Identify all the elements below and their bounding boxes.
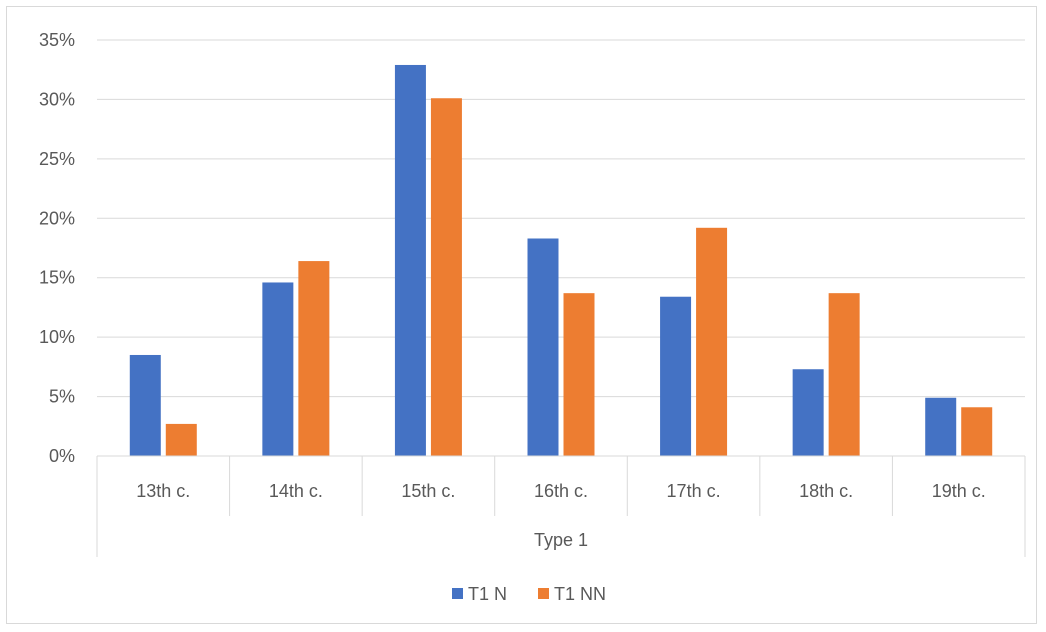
y-tick-label: 20% <box>39 208 75 228</box>
chart-frame <box>6 6 1037 624</box>
y-tick-label: 5% <box>49 387 75 407</box>
legend-swatch-t1-nn <box>538 588 549 599</box>
bar-t1-nn-3 <box>563 293 595 456</box>
bar-t1-n-4 <box>660 296 692 456</box>
legend-swatch-t1-n <box>452 588 463 599</box>
bar-t1-nn-1 <box>298 261 330 456</box>
legend-label: T1 NN <box>554 584 606 604</box>
y-tick-label: 15% <box>39 268 75 288</box>
legend: T1 N T1 NN <box>452 584 606 604</box>
bar-t1-n-2 <box>394 64 426 457</box>
bar-t1-nn-5 <box>828 293 860 456</box>
bar-t1-nn-0 <box>165 423 197 456</box>
x-tick-label: 13th c. <box>136 481 190 501</box>
bar-t1-nn-4 <box>696 227 728 456</box>
y-tick-label: 0% <box>49 446 75 466</box>
x-axis <box>96 455 1026 557</box>
x-tick-label: 17th c. <box>667 481 721 501</box>
bar-t1-n-3 <box>527 238 559 456</box>
bar-t1-n-5 <box>792 369 824 456</box>
y-tick-label: 25% <box>39 149 75 169</box>
x-axis-ticks: 13th c. 14th c. 15th c. 16th c. 17th c. 18th … <box>136 481 985 501</box>
bar-t1-nn-6 <box>961 407 993 456</box>
y-tick-label: 35% <box>39 30 75 50</box>
x-tick-label: 15th c. <box>401 481 455 501</box>
gridlines <box>97 39 1025 398</box>
category-group-label: Type 1 <box>534 530 588 550</box>
bars <box>129 64 993 457</box>
bar-t1-n-6 <box>925 397 957 456</box>
x-tick-label: 18th c. <box>799 481 853 501</box>
bar-t1-n-0 <box>129 354 161 456</box>
bar-t1-nn-2 <box>430 98 462 457</box>
x-tick-label: 19th c. <box>932 481 986 501</box>
y-tick-label: 30% <box>39 89 75 109</box>
x-tick-label: 14th c. <box>269 481 323 501</box>
legend-label: T1 N <box>468 584 507 604</box>
y-tick-label: 10% <box>39 327 75 347</box>
y-axis-ticks: 0% 5% 10% 15% 20% 25% 30% 35% <box>39 30 75 466</box>
x-tick-label: 16th c. <box>534 481 588 501</box>
bar-t1-n-1 <box>262 282 294 456</box>
